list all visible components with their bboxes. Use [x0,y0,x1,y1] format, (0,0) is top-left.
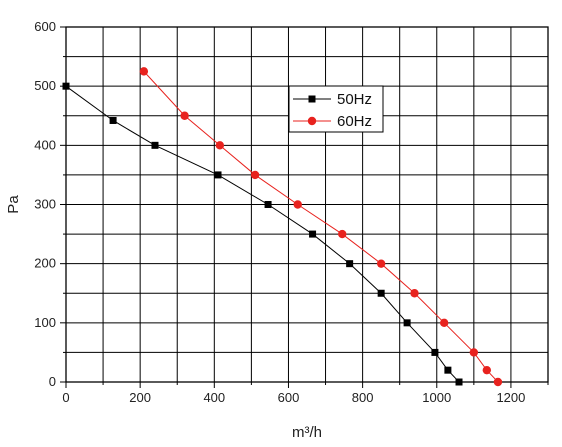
series-50hz [62,82,463,386]
data-point [309,230,317,238]
legend-marker [308,95,316,103]
y-tick-label: 400 [34,137,56,152]
data-point [376,259,386,268]
legend-box [288,85,384,133]
data-point [293,200,302,209]
y-tick-label: 600 [34,19,56,34]
data-point [346,260,354,268]
data-point [482,365,492,375]
x-tick-label: 1000 [422,390,451,405]
legend-label: 50Hz [337,91,372,108]
y-tick-label: 0 [49,374,56,389]
data-point [439,318,449,328]
data-point [215,141,225,150]
x-tick-label: 1200 [496,390,525,405]
y-tick-label: 500 [34,78,56,93]
data-point [62,82,70,90]
data-point [403,319,411,327]
data-point [338,229,347,239]
data-point [377,289,385,297]
y-tick-label: 200 [34,256,56,271]
data-point [431,348,439,356]
data-point [250,170,260,180]
series-layer [62,67,503,387]
x-tick-label: 0 [62,390,69,405]
series-60hz [139,67,503,387]
grid [66,27,548,382]
axes: 0 200 400 600 800 1000 1200 0 100 200 300 400 500 600 [34,19,549,405]
data-point [180,111,189,120]
legend-label: 60Hz [337,113,372,130]
x-tick-label: 600 [278,390,300,405]
data-point [455,378,463,386]
data-point [410,289,419,298]
legend-marker [307,116,317,126]
x-tick-label: 400 [203,390,225,405]
y-axis-label: Pa [5,195,22,214]
data-point [493,377,503,387]
data-point [109,116,117,124]
data-point [214,171,222,179]
x-tick-label: 200 [129,390,151,405]
x-tick-label: 800 [352,390,374,405]
y-tick-label: 300 [34,197,56,212]
y-tick-label: 100 [34,315,56,330]
data-point [151,141,159,149]
data-point [444,366,452,374]
legend: 50Hz 60Hz [288,85,384,133]
data-point [139,67,149,76]
data-point [469,348,479,357]
x-axis-label: m³/h [292,424,322,441]
data-point [264,201,272,208]
